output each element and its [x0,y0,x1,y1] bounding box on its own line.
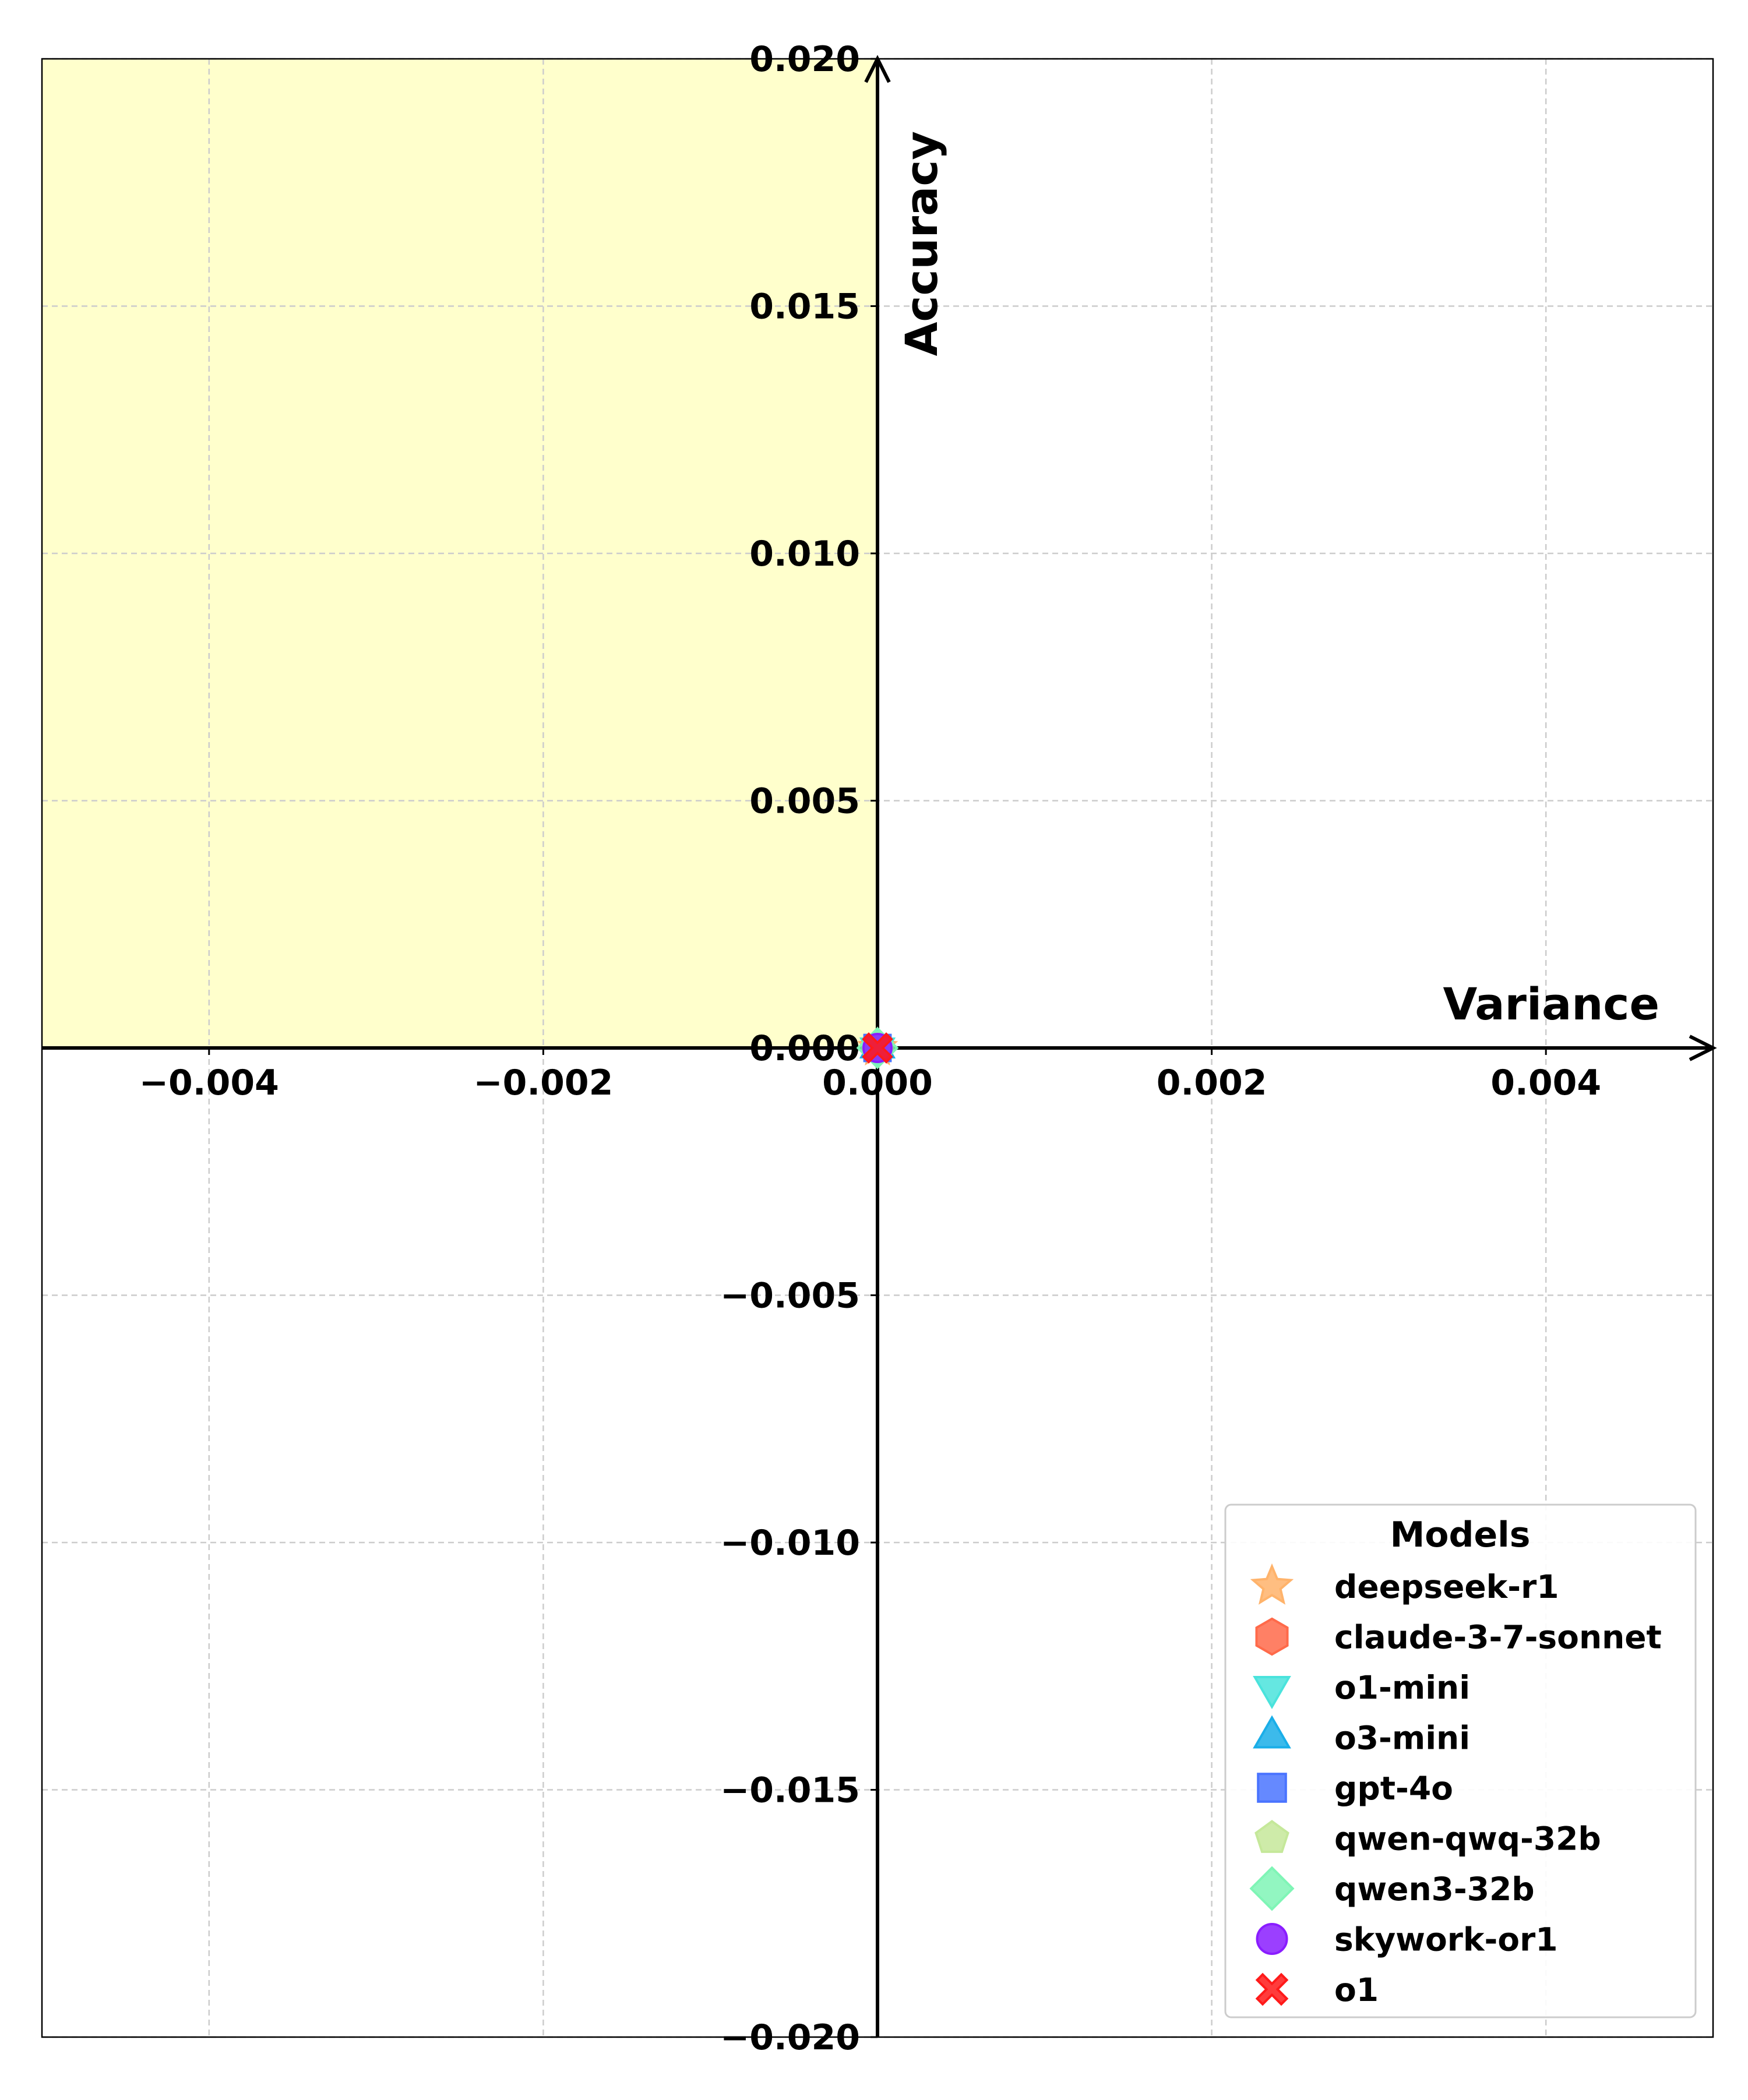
y-axis-label: Accuracy [896,131,947,356]
y-tick-label: 0.005 [749,781,860,822]
legend-label: gpt-4o [1334,1770,1453,1807]
legend-label: deepseek-r1 [1334,1568,1559,1605]
y-tick-label: 0.015 [749,287,860,327]
x-tick-label: −0.002 [473,1063,613,1103]
x-tick-label: −0.004 [139,1063,279,1103]
legend-marker-gpt-4o [1257,1773,1287,1803]
legend-title: Models [1390,1515,1531,1555]
y-tick-label: −0.020 [720,2017,860,2058]
legend-label: o1 [1334,1971,1379,2009]
legend-marker-qwen3-32b [1249,1866,1295,1911]
x-axis-arrow [1689,1035,1717,1061]
y-tick-label: 0.010 [749,534,860,574]
y-tick-label: −0.005 [720,1276,860,1317]
legend-box [1224,1503,1697,2018]
legend-label: qwen-qwq-32b [1334,1820,1601,1858]
x-tick-label: 0.002 [1157,1063,1267,1103]
legend-label: skywork-or1 [1334,1921,1557,1958]
legend-label: claude-3-7-sonnet [1334,1619,1662,1656]
legend-marker-claude-3-7-sonnet [1255,1617,1289,1656]
y-tick-label: −0.015 [720,1770,860,1811]
y-tick-label: 0.000 [749,1028,860,1069]
point-o1 [862,1032,893,1064]
legend-marker-skywork-or1 [1256,1923,1288,1955]
y-tick-label: 0.020 [749,39,860,80]
legend-marker-qwen-qwq-32b [1254,1820,1289,1853]
legend-label: o1-mini [1334,1669,1470,1706]
legend-marker-o3-mini [1253,1715,1291,1749]
legend-label: qwen3-32b [1334,1870,1535,1908]
x-tick-label: 0.004 [1490,1063,1601,1103]
y-tick-label: −0.010 [720,1523,860,1563]
x-axis-label: Variance [1443,978,1659,1030]
legend-marker-o1 [1255,1972,1289,2006]
x-tick-label: 0.000 [822,1063,933,1103]
legend-label: o3-mini [1334,1720,1470,1757]
legend-marker-deepseek-r1 [1250,1563,1294,1605]
legend-marker-o1-mini [1253,1676,1291,1710]
